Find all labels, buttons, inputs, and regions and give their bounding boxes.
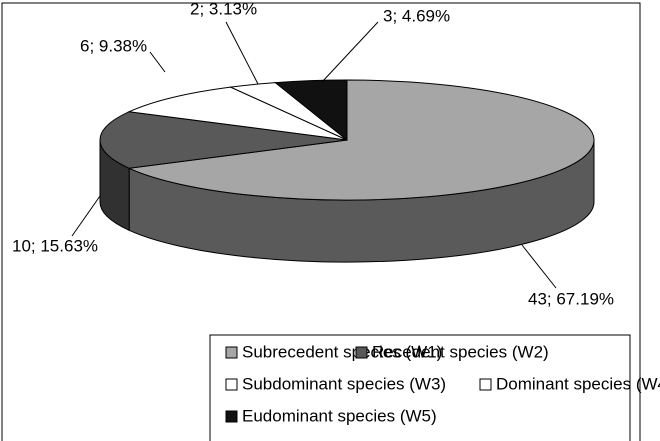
- slice: [273, 79, 348, 142]
- legend-label: Eudominant species (W5): [242, 406, 437, 425]
- legend-swatch: [225, 410, 238, 423]
- legend-box: [209, 334, 631, 441]
- legend-label: Recedent species (W2): [372, 342, 549, 361]
- leader-line: [321, 21, 379, 83]
- data-label: 3; 4.69%: [383, 6, 450, 25]
- leader-line: [521, 244, 557, 289]
- data-label: 43; 67.19%: [528, 289, 614, 308]
- slice: [127, 86, 348, 141]
- slice: [99, 111, 348, 169]
- legend-swatch: [225, 378, 238, 391]
- legend-label: Subrecedent species (W1): [242, 342, 442, 361]
- leader-line: [71, 195, 101, 237]
- legend-swatch: [479, 378, 492, 391]
- data-label: 2; 3.13%: [190, 0, 257, 18]
- leader-line: [149, 51, 166, 73]
- data-label: 10; 15.63%: [12, 236, 98, 255]
- legend-swatch: [225, 346, 238, 359]
- data-label: 6; 9.38%: [80, 36, 147, 55]
- leader-line: [225, 21, 259, 85]
- legend-label: Dominant species (W4): [496, 374, 660, 393]
- slice: [127, 79, 595, 201]
- legend-label: Subdominant species (W3): [242, 374, 446, 393]
- legend-swatch: [355, 346, 368, 359]
